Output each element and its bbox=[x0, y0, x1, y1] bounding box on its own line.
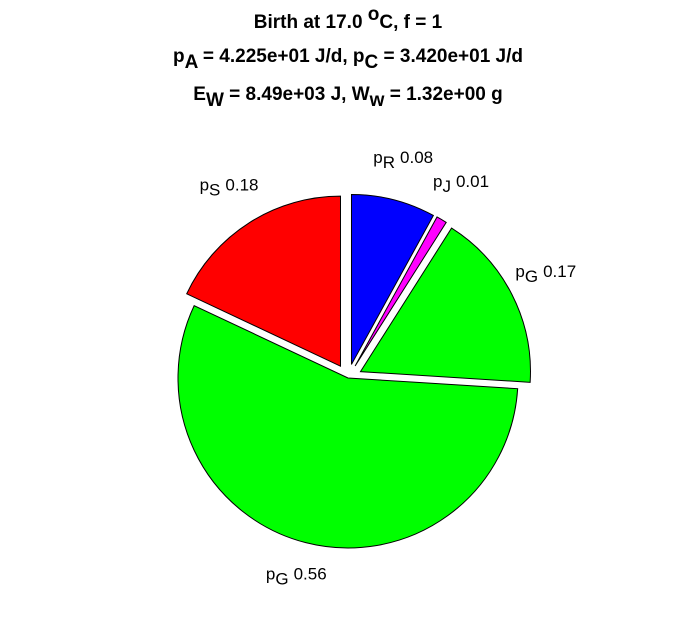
text-run: w bbox=[369, 90, 385, 111]
pie-slice bbox=[359, 227, 531, 383]
slice-value: 0.01 bbox=[456, 172, 489, 191]
pie-slice bbox=[354, 216, 447, 367]
slice-value: 0.56 bbox=[294, 564, 327, 583]
text-run: p bbox=[515, 262, 524, 281]
pie-slice bbox=[186, 195, 341, 367]
text-run: R bbox=[383, 153, 395, 172]
text-run: J bbox=[442, 177, 451, 196]
pie-slice bbox=[177, 304, 519, 549]
text-run: p bbox=[266, 564, 275, 583]
text-run: p bbox=[173, 46, 185, 67]
slice-label: pJ 0.01 bbox=[433, 172, 489, 196]
slice-label: pG 0.56 bbox=[266, 564, 327, 588]
text-run: G bbox=[275, 570, 288, 589]
text-run: G bbox=[525, 267, 538, 286]
slice-value: 0.08 bbox=[400, 148, 433, 167]
slice-value: 0.17 bbox=[543, 262, 576, 281]
slice-label: pS 0.18 bbox=[200, 176, 259, 200]
slice-label: pG 0.17 bbox=[515, 262, 576, 286]
chart-title: EW = 8.49e+03 J, Ww = 1.32e+00 g bbox=[193, 84, 503, 111]
text-run: p bbox=[200, 176, 209, 195]
text-run: = 8.49e+03 J, W bbox=[224, 84, 370, 105]
text-run: = 4.225e+01 J/d, p bbox=[198, 46, 365, 67]
chart-title: pA = 4.225e+01 J/d, pC = 3.420e+01 J/d bbox=[173, 46, 523, 73]
text-run: p bbox=[433, 172, 442, 191]
text-run: p bbox=[373, 148, 382, 167]
slice-label: pR 0.08 bbox=[373, 148, 433, 172]
text-run: C bbox=[365, 52, 379, 73]
pie-slice bbox=[350, 193, 435, 365]
text-run: C, f = 1 bbox=[379, 12, 442, 33]
text-run: E bbox=[193, 84, 206, 105]
text-run: o bbox=[368, 4, 380, 25]
text-run: Birth at 17.0 bbox=[254, 12, 368, 33]
text-run: = 3.420e+01 J/d bbox=[378, 46, 523, 67]
text-run: S bbox=[209, 181, 220, 200]
text-run: W bbox=[206, 90, 224, 111]
slice-value: 0.18 bbox=[225, 176, 258, 195]
text-run: A bbox=[185, 52, 199, 73]
text-run: = 1.32e+00 g bbox=[384, 84, 502, 105]
chart-title: Birth at 17.0 oC, f = 1 bbox=[254, 4, 443, 33]
